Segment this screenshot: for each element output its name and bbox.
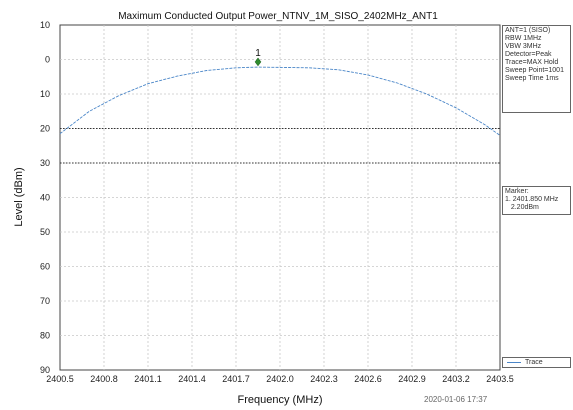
y-tick-labels: 10 0 10 20 30 40 50 60 70 80 90 [40, 20, 50, 375]
x-tick-label: 2403.2 [442, 374, 470, 384]
x-tick-label: 2401.4 [178, 374, 206, 384]
trace-line [59, 66, 501, 136]
x-tick-label: 2400.8 [90, 374, 118, 384]
y-tick-label: 60 [40, 262, 50, 272]
chart-title: Maximum Conducted Output Power_NTNV_1M_S… [118, 11, 438, 22]
y-tick-label: 20 [40, 124, 50, 134]
marker-panel: Marker: 1. 2401.850 MHz 2.20dBm [502, 186, 571, 215]
marker-line: 1. 2401.850 MHz [505, 196, 559, 203]
settings-line: Sweep Time 1ms [505, 75, 559, 82]
timestamp: 2020-01-06 17:37 [424, 395, 488, 404]
y-tick-label: 10 [40, 89, 50, 99]
settings-line: Detector=Peak [505, 51, 552, 58]
legend-label: Trace [525, 358, 543, 366]
grid-lines [60, 25, 500, 370]
y-tick-label: 30 [40, 158, 50, 168]
marker-1[interactable]: 1 [254, 48, 262, 67]
marker-line: Marker: [505, 188, 529, 195]
settings-line: RBW 1MHz [505, 35, 542, 42]
y-axis-label: Level (dBm) [13, 167, 25, 226]
x-tick-label: 2402.9 [398, 374, 426, 384]
y-tick-label: 40 [40, 193, 50, 203]
marker-label: 1 [255, 48, 261, 59]
x-tick-labels: 2400.5 2400.8 2401.1 2401.4 2401.7 2402.0 2402… [46, 374, 514, 384]
settings-line: ANT=1 (SISO) [505, 27, 551, 34]
y-tick-label: 10 [40, 20, 50, 30]
x-axis-label: Frequency (MHz) [238, 394, 323, 406]
settings-line: Trace=MAX Hold [505, 59, 559, 66]
x-tick-label: 2402.3 [310, 374, 338, 384]
y-tick-label: 80 [40, 331, 50, 341]
y-tick-label: 50 [40, 227, 50, 237]
settings-line: VBW 3MHz [505, 43, 542, 50]
x-tick-label: 2402.6 [354, 374, 382, 384]
y-tick-label: 90 [40, 365, 50, 375]
marker-line: 2.20dBm [505, 204, 539, 211]
y-tick-label: 70 [40, 296, 50, 306]
reference-lines [60, 128, 500, 164]
x-tick-label: 2402.0 [266, 374, 294, 384]
marker-diamond [254, 57, 262, 67]
legend: Trace [502, 357, 571, 368]
settings-line: Sweep Point=1001 [505, 67, 564, 74]
x-tick-label: 2403.5 [486, 374, 514, 384]
settings-panel: ANT=1 (SISO) RBW 1MHz VBW 3MHz Detector=… [502, 25, 571, 113]
x-tick-label: 2400.5 [46, 374, 74, 384]
y-tick-label: 0 [45, 55, 50, 65]
x-tick-label: 2401.7 [222, 374, 250, 384]
x-tick-label: 2401.1 [134, 374, 162, 384]
legend-swatch [507, 362, 521, 363]
trace-series [59, 66, 501, 136]
